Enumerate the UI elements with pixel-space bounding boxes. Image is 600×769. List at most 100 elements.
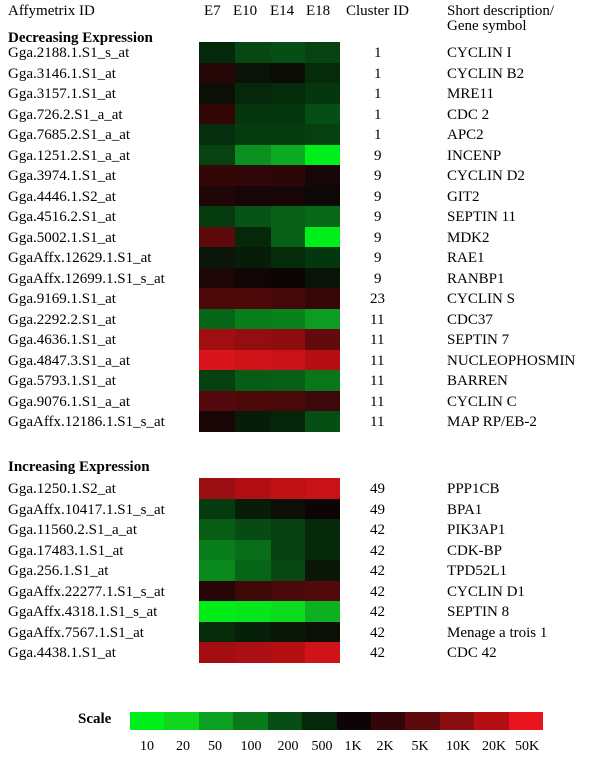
heatmap-cell	[235, 540, 271, 560]
heatmap-cell	[235, 622, 271, 642]
heatmap-cell	[271, 329, 305, 350]
cluster-id-value: 9	[374, 147, 382, 164]
header-cluster-id: Cluster ID	[346, 3, 409, 19]
scale-tick-label: 20K	[481, 739, 507, 754]
probe-id-label: GgaAffx.7567.1.S1_at	[8, 624, 144, 641]
heatmap-cell	[305, 268, 340, 288]
heatmap-cell	[199, 478, 235, 499]
gene-symbol-label: CYCLIN B2	[447, 65, 525, 82]
heatmap-cell	[305, 227, 340, 247]
heatmap-cell	[305, 642, 340, 663]
cluster-id-value: 11	[370, 352, 385, 369]
heatmap-cell	[271, 350, 305, 370]
heatmap-cell	[235, 478, 271, 499]
gene-symbol-label: PPP1CB	[447, 481, 500, 497]
scale-tick-label: 200	[277, 739, 299, 754]
heatmap-cell	[271, 124, 305, 145]
heatmap-cell	[199, 350, 235, 370]
heatmap-cell	[199, 247, 235, 268]
cluster-id-value: 42	[370, 522, 385, 538]
heatmap-cell	[271, 247, 305, 268]
scale-swatch	[509, 712, 543, 730]
probe-id-label: Gga.4446.1.S2_at	[8, 188, 116, 205]
heatmap-cell	[199, 309, 235, 329]
section-title: Increasing Expression	[8, 459, 150, 475]
gene-symbol-label: PIK3AP1	[447, 522, 506, 538]
gene-symbol-label: CDK-BP	[447, 542, 503, 559]
cluster-id-value: 1	[374, 127, 382, 143]
probe-id-label: Gga.2292.2.S1_at	[8, 311, 116, 328]
probe-id-label: Gga.9169.1.S1_at	[8, 291, 116, 307]
cluster-id-value: 11	[370, 414, 385, 430]
cluster-id-value: 9	[374, 250, 382, 266]
heatmap-cell	[199, 540, 235, 560]
probe-id-label: Gga.9076.1.S1_a_at	[8, 393, 131, 410]
scale-swatch	[440, 712, 474, 730]
heatmap-cell	[199, 63, 235, 83]
cluster-id-value: 42	[370, 542, 385, 559]
probe-id-label: Gga.5793.1.S1_at	[8, 373, 116, 389]
scale-tick-label: 50	[208, 739, 222, 754]
heatmap-cell	[305, 499, 340, 519]
heatmap-cell	[305, 186, 340, 206]
cluster-id-value: 9	[374, 168, 382, 184]
scale-tick-label: 1K	[344, 739, 362, 754]
probe-id-label: Gga.4516.2.S1_at	[8, 209, 116, 225]
heatmap-cell	[271, 581, 305, 601]
heatmap-cell	[305, 42, 340, 63]
scale-swatch	[164, 712, 199, 730]
gene-symbol-label: SEPTIN 11	[447, 209, 517, 225]
scale-swatch	[268, 712, 302, 730]
probe-id-label: GgaAffx.12699.1.S1_s_at	[8, 270, 165, 287]
gene-symbol-label: SEPTIN 8	[447, 604, 510, 620]
scale-swatch	[199, 712, 233, 730]
scale-swatch	[474, 712, 509, 730]
scale-swatch	[302, 712, 337, 730]
scale-swatch	[337, 712, 371, 730]
heatmap-cell	[305, 478, 340, 499]
heatmap-cell	[271, 560, 305, 581]
heatmap-cell	[235, 370, 271, 391]
heatmap-cell	[235, 329, 271, 350]
cluster-id-value: 49	[370, 501, 385, 518]
probe-id-label: GgaAffx.10417.1.S1_s_at	[8, 501, 165, 518]
heatmap-cell	[235, 499, 271, 519]
probe-id-label: Gga.11560.2.S1_a_at	[8, 522, 138, 538]
probe-id-label: Gga.3146.1.S1_at	[8, 65, 116, 82]
heatmap-cell	[305, 104, 340, 124]
gene-symbol-label: TPD52L1	[447, 563, 507, 579]
heatmap-cell	[199, 124, 235, 145]
gene-symbol-label: BARREN	[447, 373, 508, 389]
heatmap-cell	[235, 247, 271, 268]
scale-swatch	[130, 712, 164, 730]
heatmap-cell	[271, 411, 305, 432]
heatmap-cell	[305, 519, 340, 540]
heatmap-cell	[199, 42, 235, 63]
heatmap-cell	[235, 63, 271, 83]
cluster-id-value: 9	[374, 270, 382, 287]
heatmap-cell	[305, 165, 340, 186]
scale-swatch	[405, 712, 440, 730]
heatmap-cell	[271, 370, 305, 391]
heatmap-cell	[305, 350, 340, 370]
gene-symbol-label: SEPTIN 7	[447, 332, 510, 348]
heatmap-cell	[235, 124, 271, 145]
cluster-id-value: 49	[370, 481, 385, 497]
heatmap-cell	[271, 309, 305, 329]
header-sample-e14: E14	[270, 3, 295, 19]
scale-tick-label: 500	[311, 739, 333, 754]
heatmap-cell	[271, 288, 305, 309]
heatmap-cell	[235, 560, 271, 581]
probe-id-label: GgaAffx.12186.1.S1_s_at	[8, 414, 165, 430]
cluster-id-value: 23	[370, 291, 385, 307]
probe-id-label: Gga.4636.1.S1_at	[8, 332, 116, 348]
heatmap-cell	[235, 186, 271, 206]
cluster-id-value: 9	[374, 229, 382, 246]
cluster-id-value: 11	[370, 311, 385, 328]
probe-id-label: GgaAffx.22277.1.S1_s_at	[8, 583, 165, 600]
probe-id-label: Gga.3974.1.S1_at	[8, 168, 116, 184]
scale-tick-label: 20	[176, 739, 190, 754]
cluster-id-value: 9	[374, 188, 382, 205]
heatmap-cell	[235, 268, 271, 288]
heatmap-cell	[199, 83, 235, 104]
